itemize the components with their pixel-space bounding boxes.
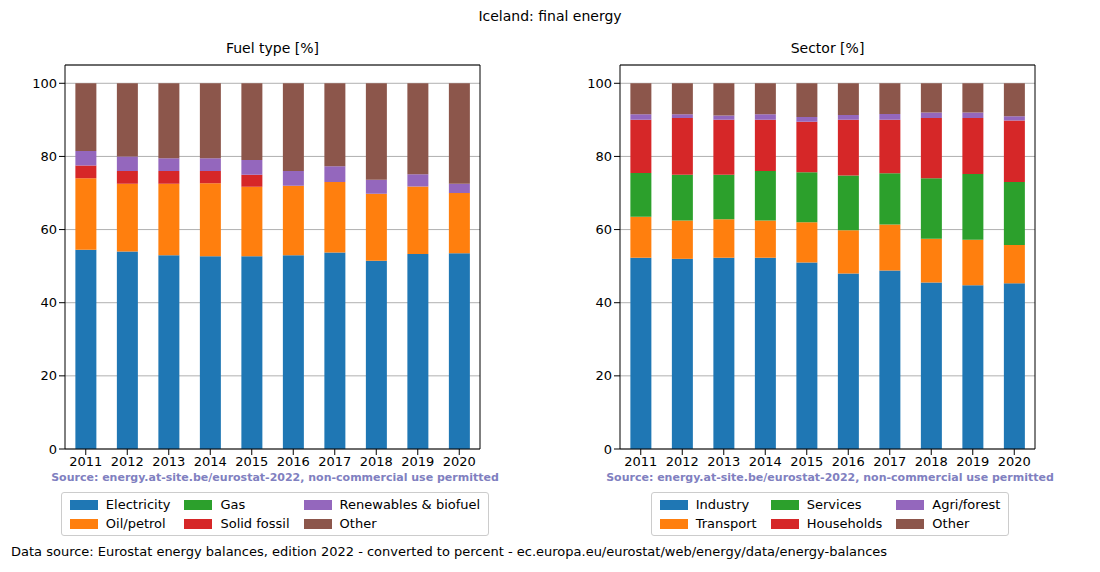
html-text:Data source: Eurostat energy b: Data source: Eurostat energy balances, e… bbox=[11, 544, 888, 559]
html-text:Agri/forest: Agri/forest bbox=[932, 497, 1001, 512]
html-text:Transport: Transport bbox=[695, 516, 757, 531]
svg-text:2012: 2012 bbox=[666, 454, 699, 469]
svg-text:2016: 2016 bbox=[832, 454, 865, 469]
html-text:Oil/petrol: Oil/petrol bbox=[105, 516, 166, 531]
svg-text:2012: 2012 bbox=[111, 454, 144, 469]
svg-text:2018: 2018 bbox=[915, 454, 948, 469]
svg-text:2017: 2017 bbox=[873, 454, 906, 469]
svg-text:2014: 2014 bbox=[749, 454, 782, 469]
svg-text:60: 60 bbox=[595, 222, 612, 237]
html-text:Other: Other bbox=[932, 516, 970, 531]
svg-text:80: 80 bbox=[40, 149, 57, 164]
html-text:Source: energy.at-site.be/euro: Source: energy.at-site.be/eurostat-2022,… bbox=[51, 471, 499, 484]
svg-text:2014: 2014 bbox=[194, 454, 227, 469]
svg-text:100: 100 bbox=[587, 76, 612, 91]
svg-text:40: 40 bbox=[40, 295, 57, 310]
html-text:Source: energy.at-site.be/euro: Source: energy.at-site.be/eurostat-2022,… bbox=[606, 471, 1054, 484]
svg-text:2020: 2020 bbox=[443, 454, 476, 469]
html-text:Gas: Gas bbox=[220, 497, 246, 512]
svg-text:40: 40 bbox=[595, 295, 612, 310]
svg-text:80: 80 bbox=[595, 149, 612, 164]
svg-text:2019: 2019 bbox=[956, 454, 989, 469]
svg-text:20: 20 bbox=[595, 368, 612, 383]
html-text:Households: Households bbox=[806, 516, 883, 531]
svg-text:2011: 2011 bbox=[624, 454, 657, 469]
html-text:Industry: Industry bbox=[695, 497, 750, 512]
svg-text:100: 100 bbox=[32, 76, 57, 91]
html-text:Iceland: final energy: Iceland: final energy bbox=[478, 8, 622, 24]
html-text:Renewables & biofuel: Renewables & biofuel bbox=[339, 497, 481, 512]
svg-text:60: 60 bbox=[40, 222, 57, 237]
svg-text:2018: 2018 bbox=[360, 454, 393, 469]
svg-text:2017: 2017 bbox=[318, 454, 351, 469]
svg-text:2015: 2015 bbox=[790, 454, 823, 469]
svg-text:2011: 2011 bbox=[69, 454, 102, 469]
svg-text:20: 20 bbox=[40, 368, 57, 383]
svg-text:2015: 2015 bbox=[235, 454, 268, 469]
svg-text:0: 0 bbox=[49, 442, 57, 457]
html-text:Fuel type [%]: Fuel type [%] bbox=[226, 40, 319, 56]
svg-text:2016: 2016 bbox=[277, 454, 310, 469]
html-text:Other: Other bbox=[339, 516, 377, 531]
html-text:Electricity: Electricity bbox=[105, 497, 171, 512]
html-text:Sector [%]: Sector [%] bbox=[790, 40, 865, 56]
svg-text:2013: 2013 bbox=[707, 454, 740, 469]
svg-text:0: 0 bbox=[604, 442, 612, 457]
svg-text:2019: 2019 bbox=[401, 454, 434, 469]
svg-text:2020: 2020 bbox=[998, 454, 1031, 469]
html-text:Solid fossil: Solid fossil bbox=[220, 516, 290, 531]
svg-text:2013: 2013 bbox=[152, 454, 185, 469]
html-text:Services: Services bbox=[806, 497, 862, 512]
